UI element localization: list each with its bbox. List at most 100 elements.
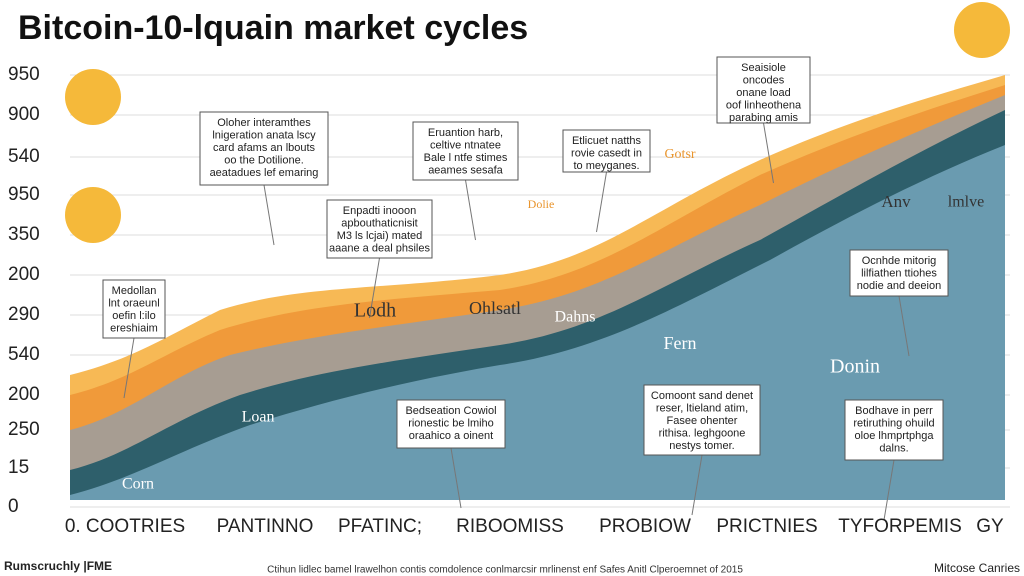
float-label: Anv [881, 192, 911, 211]
note-line: oo the Dotilione. [224, 154, 304, 166]
note-line: rithisa. leghgoone [659, 427, 746, 439]
y-label: 290 [8, 304, 40, 325]
leader-line [123, 337, 135, 399]
note-line: M3 ls lcjai) mated [337, 230, 423, 242]
note-line: lnt oraeunl [108, 297, 159, 309]
y-label: 200 [8, 384, 40, 405]
x-label: PROBIOW [599, 516, 691, 537]
y-label: 350 [8, 224, 40, 245]
x-label: PANTINNO [217, 516, 314, 537]
note-line: onane load [736, 87, 790, 99]
coin-icon [65, 69, 121, 125]
note-box [844, 399, 944, 461]
note-line: Bedseation Cowiol [405, 405, 496, 417]
note-line: aeames sesafa [428, 164, 503, 176]
note-line: reser, ltieland atim, [656, 402, 748, 414]
note-line: oraahico a oinent [409, 430, 493, 442]
footer-left: Rumscruchly |FME [4, 559, 112, 573]
footer-right: Mitcose Canries [934, 561, 1020, 575]
leader-line [763, 122, 774, 184]
float-label: Loan [242, 409, 275, 426]
note-line: parabing amis [729, 112, 799, 124]
note-line: aaane a deal phsiles [329, 242, 430, 254]
note-line: Fasee ohenter [667, 415, 738, 427]
x-label: PRICTNIES [716, 516, 817, 537]
note-line: Ocnhde mitorig [862, 255, 937, 267]
note-line: rionestic be lmiho [408, 417, 494, 429]
x-label: GY [976, 516, 1004, 537]
note-line: dalns. [879, 442, 908, 454]
leader-line [883, 459, 895, 521]
note-box [849, 249, 949, 297]
note-line: Eruantion harb, [428, 127, 503, 139]
note-line: Comoont sand denet [651, 390, 753, 402]
note-line: celtive ntnatee [430, 139, 501, 151]
x-label: PFATINC; [338, 516, 422, 537]
float-label: lmlve [948, 194, 984, 211]
note-box [396, 399, 506, 449]
note-line: Bale l ntfe stimes [424, 152, 508, 164]
note-box [412, 121, 519, 181]
y-label: 950 [8, 64, 40, 85]
note-line: nodie and deeion [857, 280, 941, 292]
float-label: Donin [830, 356, 880, 378]
footer-center: Ctihun lidlec bamel lrawelhon contis com… [267, 565, 743, 576]
y-label: 15 [8, 457, 29, 478]
note-line: lnigeration anata lscy [212, 129, 316, 141]
note-box [326, 199, 433, 259]
layer-blue [70, 145, 1005, 500]
leader-line [369, 257, 380, 319]
note-line: oof linheothena [726, 99, 802, 111]
float-label: Dolie [528, 197, 555, 211]
note-box [716, 56, 811, 124]
note-line: nestys tomer. [669, 440, 734, 452]
y-label: 900 [8, 104, 40, 125]
y-label: 540 [8, 146, 40, 167]
y-label: 250 [8, 419, 40, 440]
note-line: Bodhave in perr [855, 405, 933, 417]
note-line: Enpadti inooon [343, 205, 416, 217]
note-line: aeatadues lef emaring [210, 167, 319, 179]
note-box [643, 384, 761, 456]
note-box [199, 111, 329, 186]
note-line: card afams an lbouts [213, 142, 316, 154]
leader-line [898, 295, 910, 357]
leader-line [263, 184, 275, 246]
note-line: to meyganes. [573, 160, 639, 172]
float-label: Dahns [555, 309, 596, 326]
note-line: rovie casedt in [571, 147, 642, 159]
float-label: Corn [122, 476, 154, 493]
leader-line [465, 179, 476, 241]
leader-line [691, 454, 703, 516]
coin-icon [65, 187, 121, 243]
float-label: Ohlsatl [469, 298, 521, 318]
note-line: lilfiathen ttiohes [861, 267, 937, 279]
float-label: Fern [664, 333, 697, 353]
y-label: 200 [8, 264, 40, 285]
note-line: oloe lhmprtphga [855, 430, 935, 442]
note-line: Seaisiole [741, 62, 786, 74]
leader-line [596, 171, 607, 233]
note-line: retiruthing ohuild [853, 417, 934, 429]
note-line: oncodes [743, 74, 785, 86]
note-line: ereshiaim [110, 322, 158, 334]
y-label: 950 [8, 184, 40, 205]
note-box [102, 279, 166, 339]
coin-icon [954, 2, 1010, 58]
x-label: 0. COOTRIES [65, 516, 185, 537]
x-label: RIBOOMISS [456, 516, 564, 537]
title: Bitcoin-10-lquain market cycles [18, 9, 528, 47]
x-label: TYFORPEMIS [838, 516, 962, 537]
footer-bg [0, 556, 1024, 576]
y-label: 0 [8, 496, 19, 517]
note-box [562, 129, 651, 173]
float-label: Lodh [354, 300, 396, 322]
float-label: Gotsr [664, 147, 695, 162]
note-line: Medollan [112, 285, 157, 297]
note-line: oefin l:ilo [112, 310, 155, 322]
note-line: Oloher interamthes [217, 117, 311, 129]
leader-line [450, 447, 462, 509]
y-label: 540 [8, 344, 40, 365]
note-line: Etlicuet natths [572, 135, 642, 147]
